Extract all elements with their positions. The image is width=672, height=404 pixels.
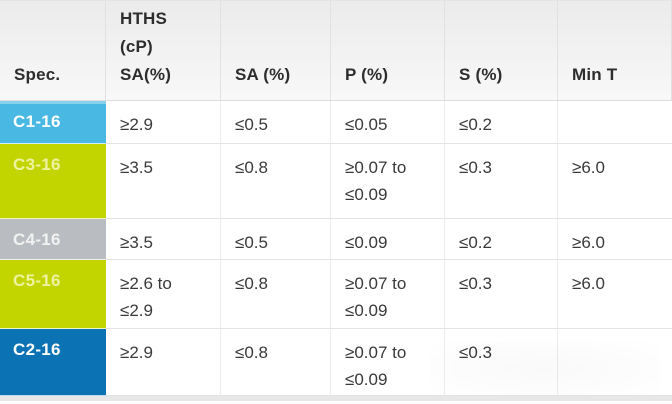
cell-c2-sa: ≤0.8 xyxy=(221,329,331,396)
cell-c4-hths: ≥3.5 xyxy=(106,219,221,260)
header-label: Min T xyxy=(572,65,618,84)
spec-cell-c5-16: C5-16 xyxy=(0,260,106,329)
cell-c5-min-t: ≥6.0 xyxy=(558,260,672,329)
cell-c5-hths: ≥2.6 to ≤2.9 xyxy=(106,260,221,329)
header-label: P (%) xyxy=(345,65,389,84)
cell-c1-p: ≤0.05 xyxy=(331,101,445,144)
cell-c4-sa: ≤0.5 xyxy=(221,219,331,260)
cell-c1-sa: ≤0.5 xyxy=(221,101,331,144)
cell-c2-s: ≤0.3 xyxy=(445,329,558,396)
cell-c1-min-t xyxy=(558,101,672,144)
header-line-1: HTHS xyxy=(120,9,168,28)
header-label: S (%) xyxy=(459,65,503,84)
column-header-hths: HTHS (cP) SA(%) xyxy=(106,1,221,101)
cell-c1-s: ≤0.2 xyxy=(445,101,558,144)
header-line-3: SA(%) xyxy=(120,65,172,84)
column-header-spec: Spec. xyxy=(0,1,106,101)
cell-c4-min-t: ≥6.0 xyxy=(558,219,672,260)
spec-cell-c1-16: C1-16 xyxy=(0,101,106,144)
column-header-p: P (%) xyxy=(331,1,445,101)
cell-c2-p: ≥0.07 to ≤0.09 xyxy=(331,329,445,396)
spec-cell-c2-16: C2-16 xyxy=(0,329,106,396)
cell-c2-hths: ≥2.9 xyxy=(106,329,221,396)
spec-cell-c3-16: C3-16 xyxy=(0,144,106,219)
cell-c4-s: ≤0.2 xyxy=(445,219,558,260)
header-label: SA (%) xyxy=(235,65,291,84)
cell-c3-sa: ≤0.8 xyxy=(221,144,331,219)
table-bottom-border xyxy=(0,396,672,401)
header-line-2: (cP) xyxy=(120,37,153,56)
column-header-s: S (%) xyxy=(445,1,558,101)
cell-c2-min-t xyxy=(558,329,672,396)
cell-c3-min-t: ≥6.0 xyxy=(558,144,672,219)
spec-cell-c4-16: C4-16 xyxy=(0,219,106,260)
cell-c5-sa: ≤0.8 xyxy=(221,260,331,329)
cell-c3-hths: ≥3.5 xyxy=(106,144,221,219)
cell-c1-hths: ≥2.9 xyxy=(106,101,221,144)
cell-c3-p: ≥0.07 to ≤0.09 xyxy=(331,144,445,219)
cell-c3-s: ≤0.3 xyxy=(445,144,558,219)
spec-table: Spec. HTHS (cP) SA(%) SA (%) P (%) S (%)… xyxy=(0,1,672,396)
column-header-min-t: Min T xyxy=(558,1,672,101)
header-label: Spec. xyxy=(14,65,61,84)
cell-c5-s: ≤0.3 xyxy=(445,260,558,329)
cell-c5-p: ≥0.07 to ≤0.09 xyxy=(331,260,445,329)
cell-c4-p: ≤0.09 xyxy=(331,219,445,260)
column-header-sa: SA (%) xyxy=(221,1,331,101)
